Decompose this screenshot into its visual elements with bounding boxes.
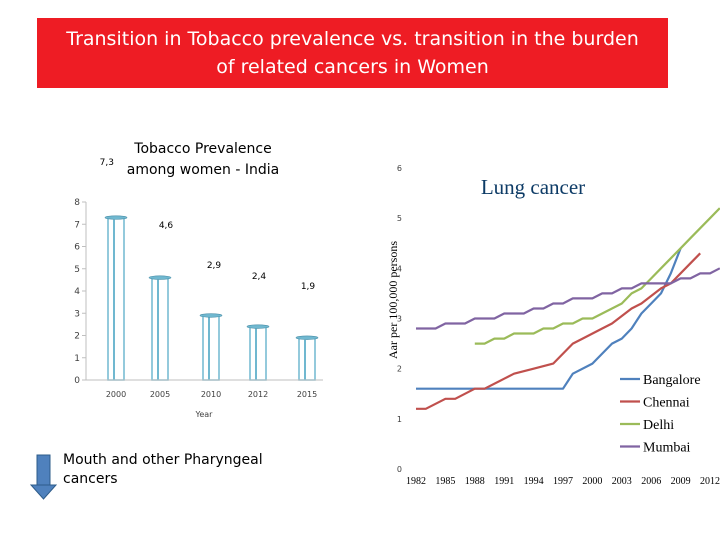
banner-title-line1: Transition in Tobacco prevalence vs. tra…: [66, 28, 639, 50]
lung-x-tick-label: 1982: [406, 476, 426, 487]
tobacco-y-tick-label: 6: [74, 243, 80, 253]
lung-x-tick-label: 2003: [612, 476, 632, 487]
banner-title-line2: of related cancers in Women: [216, 56, 489, 78]
tobacco-bar-2015: [298, 336, 316, 381]
tobacco-data-label: 1,9: [301, 282, 316, 292]
tobacco-y-tick-label: 1: [74, 354, 80, 364]
caption-line2: cancers: [63, 471, 118, 487]
tobacco-bar-cap: [246, 324, 270, 329]
legend-label-mumbai: Mumbai: [643, 441, 691, 456]
lung-y-axis-label: Aar per 100,000 persons: [386, 241, 400, 359]
lung-cancer-chart: Lung cancer Aar per 100,000 persons 0 1 2 3…: [386, 164, 720, 487]
tobacco-y-tick-label: 5: [74, 265, 80, 275]
tobacco-bar-cap: [148, 275, 172, 280]
lung-series-mumbai: [416, 267, 720, 330]
tobacco-x-tick-label: 2000: [106, 390, 126, 399]
tobacco-bar-2005: [151, 276, 169, 381]
lung-y-tick-label: 5: [397, 214, 402, 223]
tobacco-y-tick-label: 8: [74, 198, 80, 208]
lung-x-tick-label: 1988: [465, 476, 485, 487]
lung-y-tick-label: 0: [397, 465, 402, 474]
tobacco-bar-2010: [202, 314, 220, 381]
legend-label-bangalore: Bangalore: [643, 373, 701, 388]
tobacco-y-tick-label: 4: [74, 287, 80, 297]
lung-y-tick-label: 6: [397, 164, 402, 173]
lung-x-tick-label: 1985: [435, 476, 455, 487]
lung-x-tick-label: 1994: [524, 476, 544, 487]
lung-series-bangalore: [416, 247, 682, 390]
tobacco-bar-cap: [104, 215, 128, 220]
lung-y-tick-label: 4: [397, 264, 402, 273]
mouth-cancer-caption: Mouth and other Pharyngeal cancers: [63, 451, 303, 489]
tobacco-x-tick-label: 2010: [201, 390, 221, 399]
lung-chart-title: Lung cancer: [481, 175, 585, 199]
tobacco-y-tick-label: 0: [74, 376, 80, 386]
lung-x-tick-label: 2009: [671, 476, 691, 487]
legend-label-chennai: Chennai: [643, 396, 690, 411]
title-banner: Transition in Tobacco prevalence vs. tra…: [37, 18, 668, 88]
down-arrow-icon: [29, 454, 58, 500]
lung-x-tick-label: 2000: [582, 476, 602, 487]
lung-y-tick-label: 2: [397, 365, 402, 374]
lung-series-delhi: [474, 207, 720, 345]
tobacco-data-label: 4,6: [159, 221, 174, 231]
tobacco-x-tick-label: 2012: [248, 390, 268, 399]
tobacco-chart-title-line1: Tobacco Prevalence: [133, 141, 271, 157]
lung-x-tick-label: 2012: [700, 476, 720, 487]
legend-label-delhi: Delhi: [643, 418, 674, 433]
tobacco-x-axis-label: Year: [195, 410, 214, 419]
tobacco-x-tick-label: 2005: [150, 390, 170, 399]
tobacco-y-tick-label: 2: [74, 332, 80, 342]
lung-y-tick-label: 1: [397, 415, 402, 424]
tobacco-y-tick-label: 7: [74, 220, 80, 230]
tobacco-chart-title-line2: among women - India: [127, 162, 279, 178]
tobacco-data-label: 2,9: [207, 261, 222, 271]
tobacco-bar-2012: [249, 325, 267, 381]
lung-y-tick-label: 3: [397, 315, 402, 324]
tobacco-chart: Tobacco Prevalence among women - India 0…: [74, 141, 323, 419]
tobacco-y-tick-label: 3: [74, 309, 80, 319]
tobacco-bar-cap: [295, 335, 319, 340]
lung-x-tick-label: 1991: [494, 476, 514, 487]
tobacco-bar-2000: [107, 216, 125, 381]
tobacco-data-label: 7,3: [100, 158, 114, 168]
lung-x-tick-label: 1997: [553, 476, 573, 487]
tobacco-bar-cap: [199, 313, 223, 318]
tobacco-data-label: 2,4: [252, 272, 267, 282]
lung-x-tick-label: 2006: [641, 476, 661, 487]
lung-series-chennai: [416, 252, 701, 410]
caption-line1: Mouth and other Pharyngeal: [63, 452, 263, 468]
tobacco-x-tick-label: 2015: [297, 390, 317, 399]
